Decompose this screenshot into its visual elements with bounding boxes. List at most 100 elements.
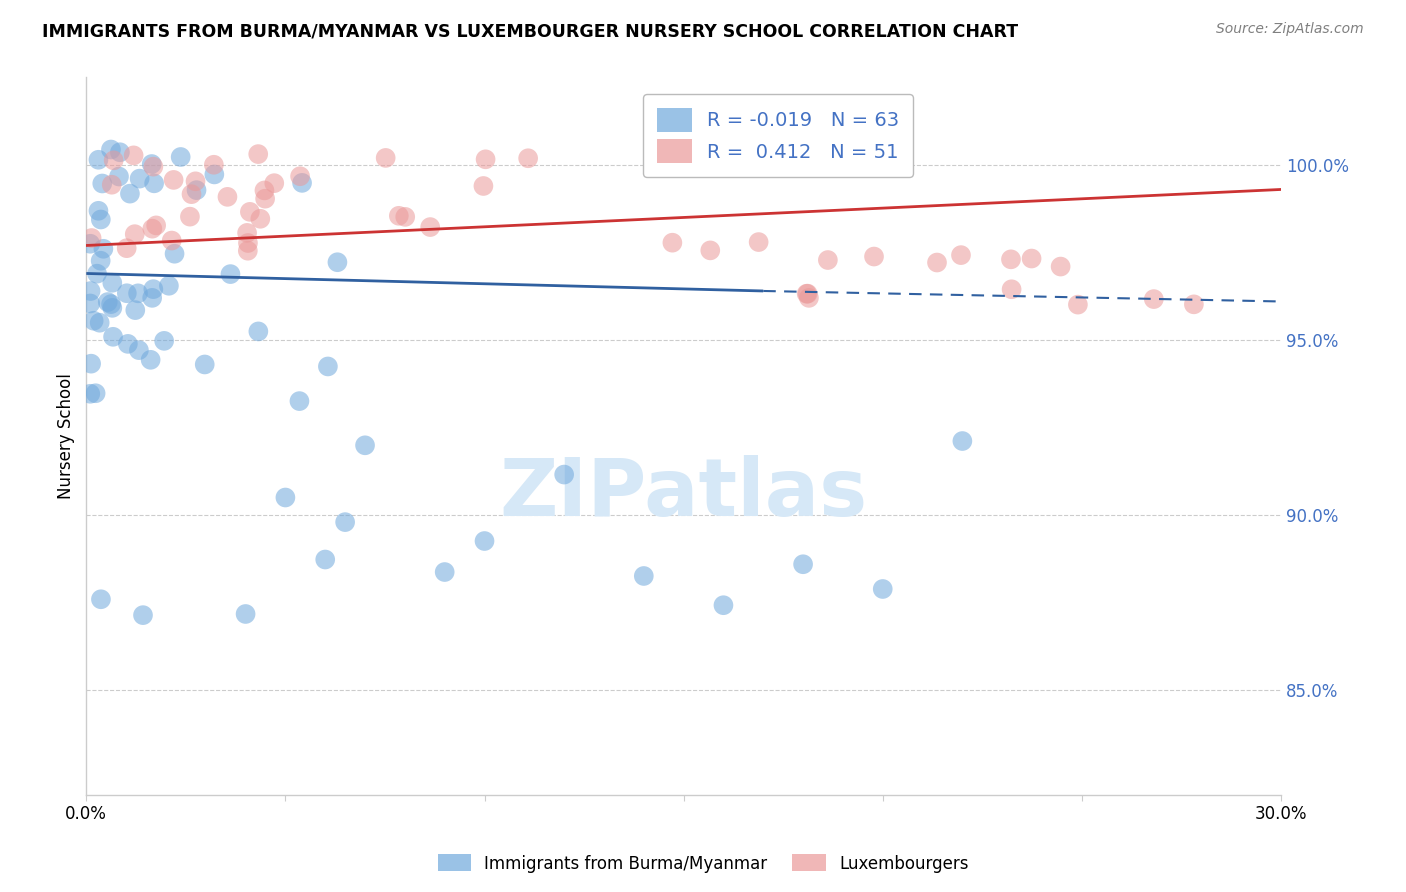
Point <box>153 334 176 348</box>
Point <box>184 174 207 188</box>
Point <box>100 143 122 157</box>
Point <box>101 301 124 315</box>
Legend: R = -0.019   N = 63, R =  0.412   N = 51: R = -0.019 N = 63, R = 0.412 N = 51 <box>643 95 912 177</box>
Point <box>141 221 163 235</box>
Point <box>139 352 162 367</box>
Legend: Immigrants from Burma/Myanmar, Luxembourgers: Immigrants from Burma/Myanmar, Luxembour… <box>430 847 976 880</box>
Point <box>517 151 540 165</box>
Point <box>291 176 314 190</box>
Point <box>254 192 277 206</box>
Point <box>87 153 110 167</box>
Point <box>474 153 496 167</box>
Point <box>83 314 105 328</box>
Point <box>194 358 217 372</box>
Point <box>115 286 138 301</box>
Point <box>661 235 683 250</box>
Point <box>100 297 122 311</box>
Point <box>1021 252 1043 266</box>
Point <box>84 386 107 401</box>
Point <box>950 434 973 448</box>
Point <box>90 253 112 268</box>
Point <box>217 190 239 204</box>
Point <box>101 330 124 344</box>
Point <box>163 246 186 260</box>
Point <box>949 248 972 262</box>
Point <box>145 219 167 233</box>
Point <box>115 241 138 255</box>
Point <box>186 183 208 197</box>
Point <box>253 183 276 197</box>
Point <box>236 244 259 258</box>
Point <box>90 592 112 607</box>
Point <box>90 212 112 227</box>
Point <box>101 276 124 290</box>
Point <box>124 227 146 242</box>
Point <box>160 234 183 248</box>
Point <box>433 565 456 579</box>
Point <box>79 386 101 401</box>
Point <box>374 151 396 165</box>
Point <box>128 171 150 186</box>
Point <box>925 255 948 269</box>
Text: IMMIGRANTS FROM BURMA/MYANMAR VS LUXEMBOURGER NURSERY SCHOOL CORRELATION CHART: IMMIGRANTS FROM BURMA/MYANMAR VS LUXEMBO… <box>42 22 1018 40</box>
Point <box>235 607 257 621</box>
Point <box>79 296 101 310</box>
Point <box>141 157 163 171</box>
Point <box>1049 260 1071 274</box>
Point <box>122 148 145 162</box>
Point <box>633 569 655 583</box>
Point <box>180 187 202 202</box>
Point <box>89 316 111 330</box>
Point <box>817 253 839 268</box>
Point <box>97 295 120 310</box>
Point <box>87 203 110 218</box>
Point <box>143 177 166 191</box>
Point <box>80 231 103 245</box>
Point <box>108 145 131 160</box>
Point <box>699 244 721 258</box>
Point <box>247 325 270 339</box>
Point <box>239 205 262 219</box>
Point <box>326 255 349 269</box>
Point <box>419 220 441 235</box>
Point <box>103 153 125 168</box>
Point <box>797 291 820 305</box>
Point <box>142 160 165 174</box>
Point <box>127 286 149 301</box>
Point <box>748 235 770 249</box>
Point <box>249 211 271 226</box>
Point <box>288 394 311 409</box>
Point <box>1067 298 1090 312</box>
Point <box>79 284 101 298</box>
Point <box>658 151 681 165</box>
Point <box>247 147 270 161</box>
Point <box>93 242 115 256</box>
Point <box>713 598 735 612</box>
Point <box>333 515 356 529</box>
Point <box>872 582 894 596</box>
Point <box>1000 252 1022 267</box>
Point <box>100 178 122 192</box>
Point <box>118 186 141 201</box>
Point <box>472 179 495 194</box>
Point <box>354 438 377 452</box>
Point <box>263 176 285 190</box>
Point <box>79 236 101 251</box>
Point <box>236 226 259 240</box>
Point <box>202 168 225 182</box>
Y-axis label: Nursery School: Nursery School <box>58 374 75 500</box>
Point <box>124 303 146 318</box>
Point <box>162 173 184 187</box>
Point <box>202 158 225 172</box>
Point <box>80 357 103 371</box>
Point <box>863 250 886 264</box>
Point <box>86 267 108 281</box>
Point <box>236 235 259 250</box>
Point <box>394 210 416 224</box>
Point <box>274 491 297 505</box>
Point <box>796 286 818 301</box>
Point <box>796 286 818 301</box>
Point <box>388 209 411 223</box>
Point <box>553 467 575 482</box>
Point <box>91 177 114 191</box>
